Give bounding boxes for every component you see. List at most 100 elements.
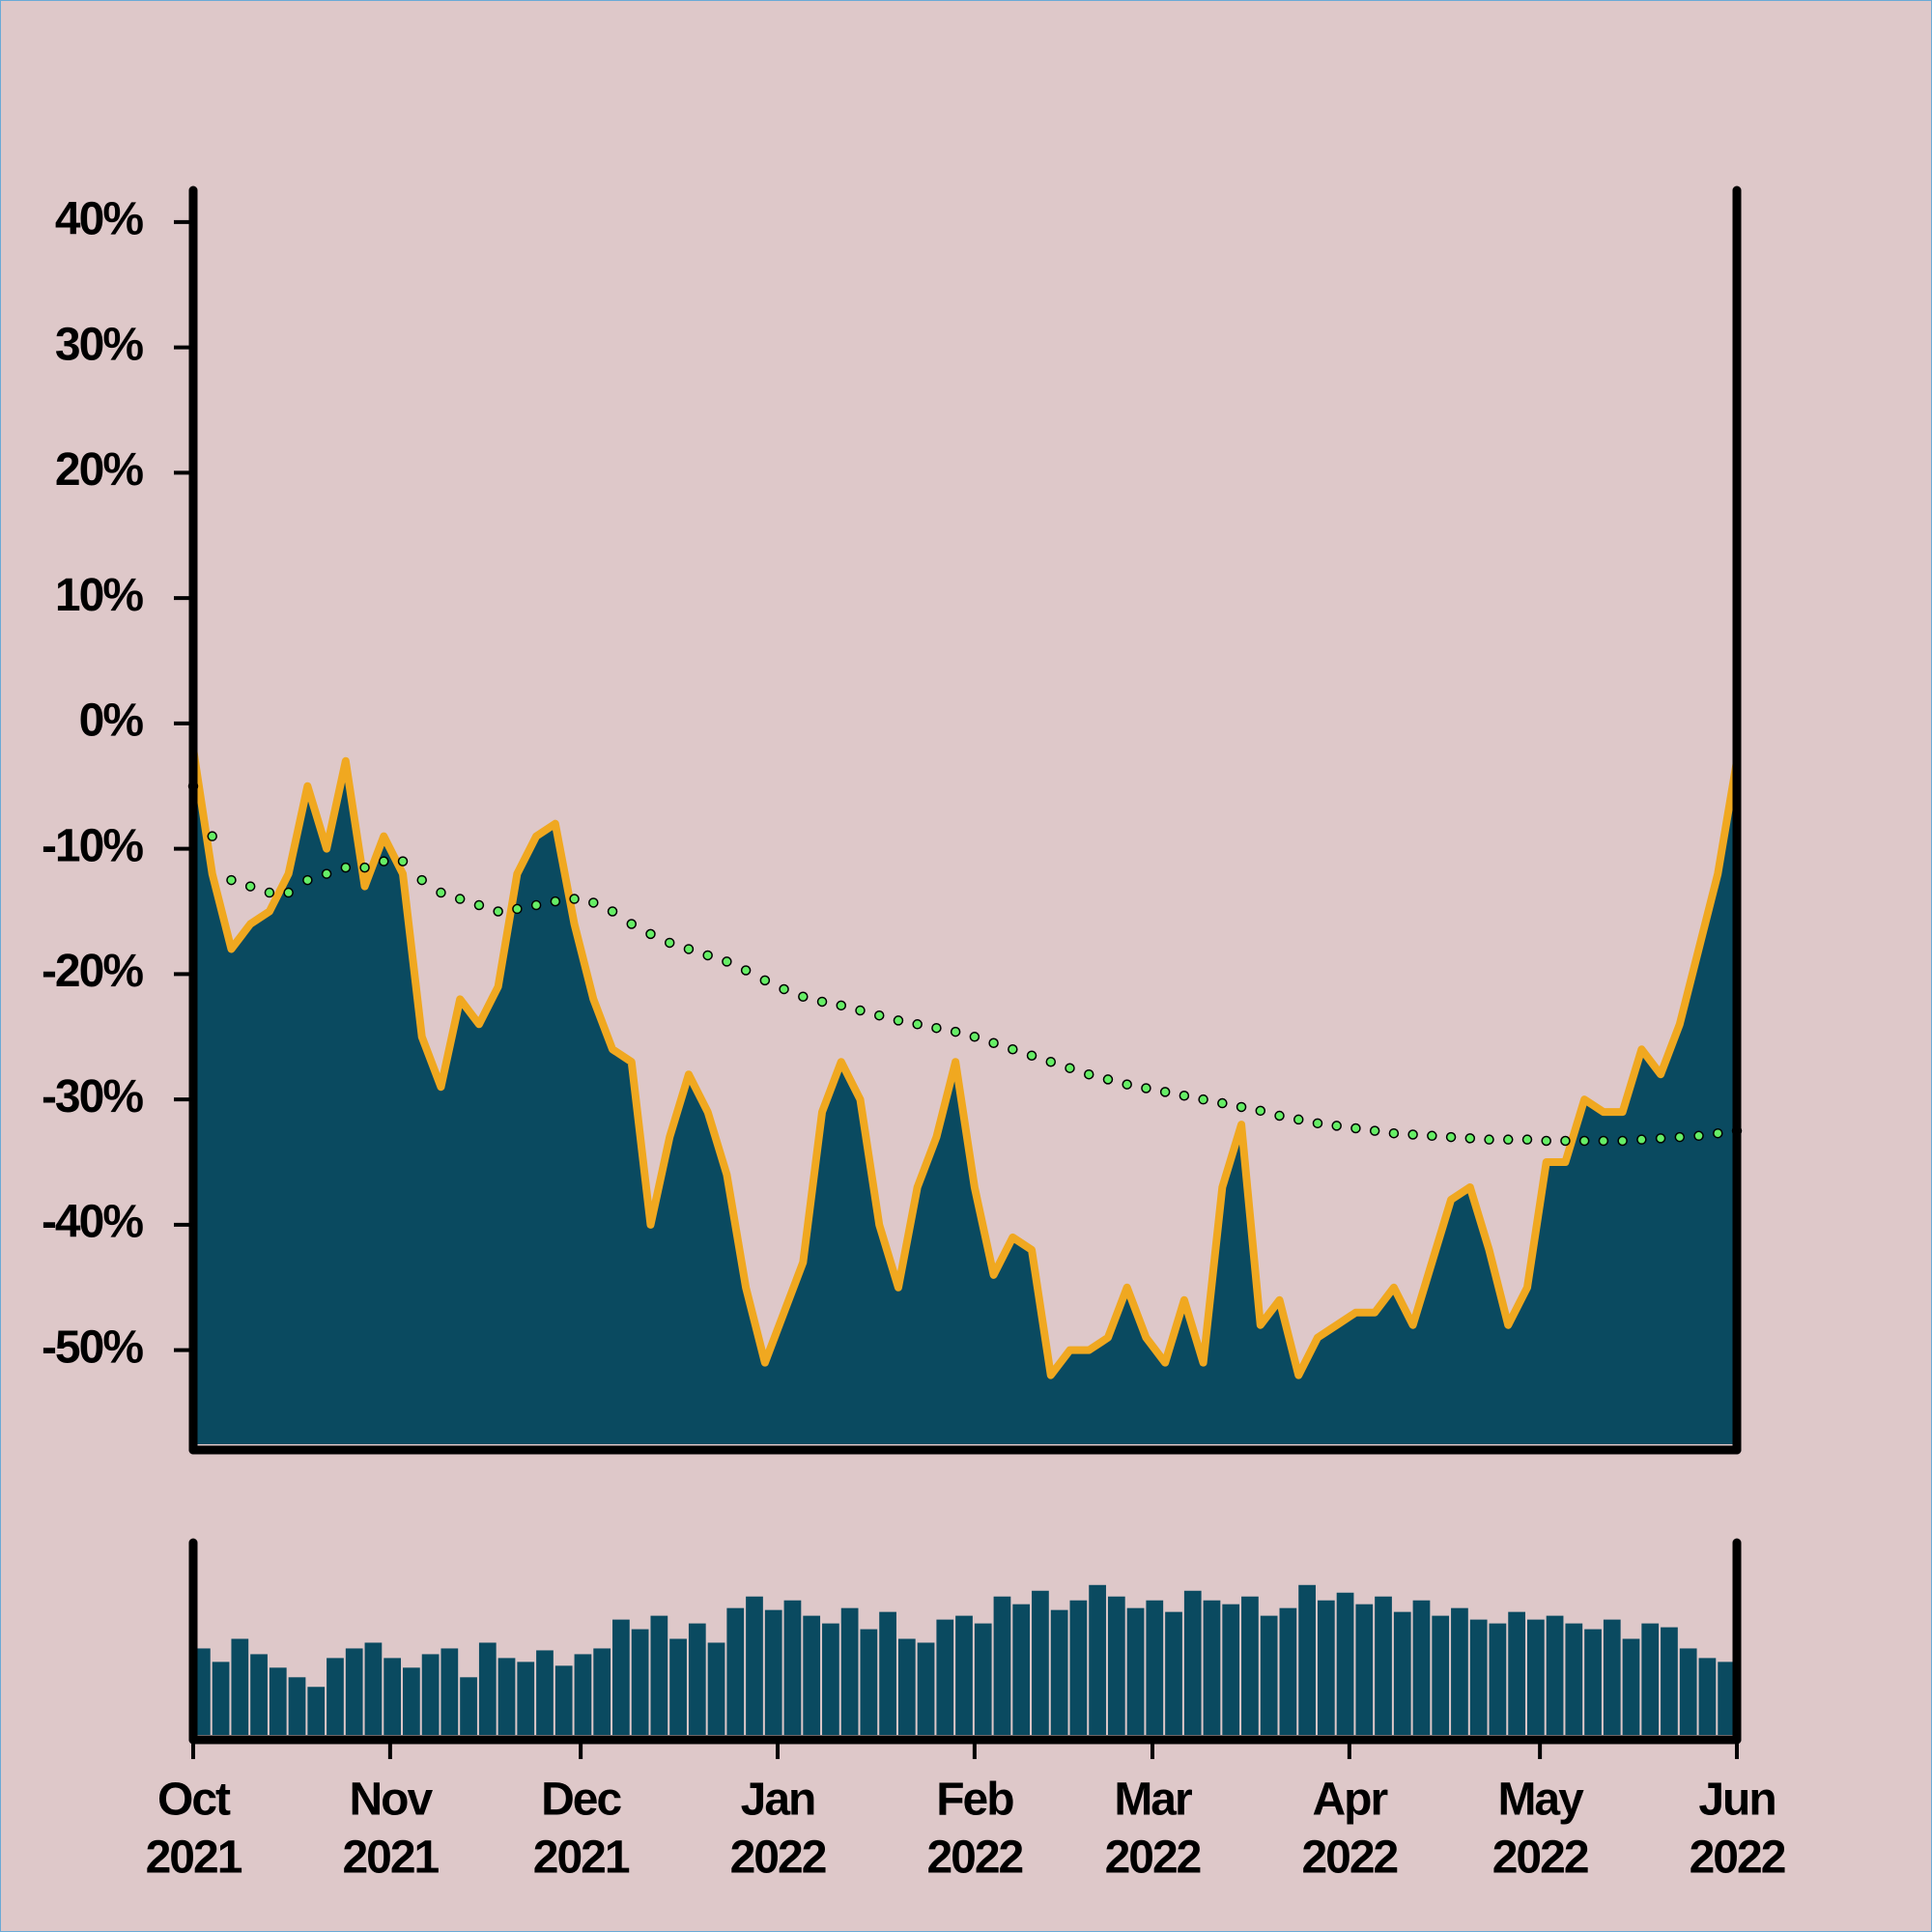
volume-bar: [231, 1638, 249, 1735]
y-tick-label: -50%: [42, 1321, 143, 1373]
volume-bar: [1069, 1600, 1088, 1735]
volume-bar: [460, 1677, 477, 1735]
volume-bar: [517, 1662, 535, 1735]
moving-average-dot: [645, 928, 656, 940]
volume-bar: [1489, 1623, 1507, 1735]
moving-average-dot: [1293, 1114, 1304, 1125]
volume-bar: [497, 1658, 516, 1735]
volume-bar: [840, 1607, 859, 1735]
volume-bar: [1203, 1600, 1221, 1735]
moving-average-dot: [454, 894, 466, 904]
volume-bar: [1546, 1615, 1564, 1735]
moving-average-dot: [493, 906, 503, 917]
volume-bar: [593, 1648, 611, 1735]
volume-bar: [403, 1667, 420, 1735]
moving-average-dot: [302, 874, 313, 886]
volume-bar: [993, 1596, 1011, 1735]
volume-bar: [1355, 1604, 1374, 1735]
moving-average-dot: [722, 956, 732, 967]
volume-bar: [879, 1611, 896, 1735]
moving-average-dot: [759, 975, 771, 986]
y-tick-label: -20%: [42, 946, 143, 997]
moving-average-dot: [1141, 1083, 1151, 1094]
moving-average-dot: [1255, 1105, 1266, 1117]
volume-bar: [612, 1619, 630, 1735]
moving-average-dot: [1598, 1135, 1609, 1147]
volume-bar: [574, 1654, 592, 1735]
moving-average-dot: [893, 1015, 904, 1026]
moving-average-dot: [664, 937, 675, 949]
volume-bar: [1469, 1619, 1488, 1735]
moving-average-dot: [416, 874, 427, 886]
volume-bar: [1526, 1619, 1545, 1735]
y-tick-label: 10%: [55, 570, 143, 621]
volume-bar: [554, 1665, 573, 1735]
volume-bar: [421, 1654, 440, 1735]
volume-bar: [1432, 1615, 1450, 1735]
moving-average-dot: [931, 1022, 942, 1034]
moving-average-dot: [740, 965, 752, 976]
moving-average-dot: [855, 1005, 866, 1016]
volume-bar: [307, 1687, 326, 1735]
moving-average-dot: [1274, 1110, 1285, 1122]
volume-bar: [1165, 1611, 1182, 1735]
volume-bar: [327, 1658, 344, 1735]
volume-bar: [1107, 1596, 1125, 1735]
volume-bar: [955, 1615, 973, 1735]
moving-average-dot: [683, 944, 695, 954]
moving-average-dot: [1217, 1097, 1228, 1109]
area: [193, 748, 1737, 1444]
y-tick-label: -40%: [42, 1197, 143, 1248]
moving-average-dot: [1578, 1135, 1590, 1147]
volume-bar: [1679, 1648, 1697, 1735]
moving-average-dot: [1102, 1074, 1114, 1085]
volume-bar: [1279, 1607, 1297, 1735]
moving-average-dot: [1026, 1050, 1037, 1061]
volume-bar: [1298, 1584, 1316, 1735]
x-tick-label: Apr: [1313, 1775, 1388, 1826]
x-tick-label: 2022: [926, 1833, 1022, 1884]
volume-bar: [1451, 1607, 1468, 1735]
x-tick-label: 2022: [1690, 1833, 1785, 1884]
moving-average-dot: [1388, 1127, 1400, 1139]
volume-bar: [1718, 1662, 1735, 1735]
volume-bar: [1393, 1611, 1411, 1735]
moving-average-dot: [816, 996, 828, 1008]
x-tick-label: Feb: [936, 1775, 1013, 1826]
moving-average-dot: [1541, 1135, 1551, 1147]
volume-bar: [1260, 1615, 1278, 1735]
moving-average-dot: [283, 887, 294, 898]
volume-bar: [1012, 1604, 1031, 1735]
moving-average-dot: [1045, 1056, 1057, 1067]
volume-bar: [688, 1623, 706, 1735]
volume-bar: [631, 1629, 649, 1735]
volume-bar: [726, 1607, 745, 1735]
volume-bar: [803, 1615, 821, 1735]
volume-bar: [1146, 1600, 1164, 1735]
moving-average-dot: [779, 983, 789, 995]
volume-bar: [783, 1600, 802, 1735]
volume-bar: [1032, 1590, 1049, 1735]
moving-average-dot: [1693, 1130, 1704, 1142]
volume-bar: [269, 1667, 287, 1735]
volume-bar: [936, 1619, 954, 1735]
volume-bar: [1336, 1592, 1354, 1735]
moving-average-dot: [588, 897, 599, 908]
moving-average-dot: [1427, 1130, 1437, 1142]
moving-average-dot: [1159, 1087, 1171, 1097]
moving-average-dot: [530, 899, 542, 911]
moving-average-dot: [569, 894, 580, 904]
volume-bar: [1126, 1607, 1145, 1735]
moving-average-dot: [379, 856, 389, 867]
x-tick-label: Jun: [1698, 1775, 1775, 1826]
volume-bar: [384, 1658, 402, 1735]
volume-bar: [1641, 1623, 1660, 1735]
moving-average-dot: [264, 887, 275, 898]
moving-average-dot: [950, 1026, 961, 1037]
volume-bar: [1508, 1611, 1525, 1735]
x-tick-label: 2022: [1492, 1833, 1588, 1884]
moving-average-dot: [1560, 1135, 1571, 1147]
volume-bar: [746, 1596, 763, 1735]
moving-average-dot: [873, 1009, 885, 1021]
